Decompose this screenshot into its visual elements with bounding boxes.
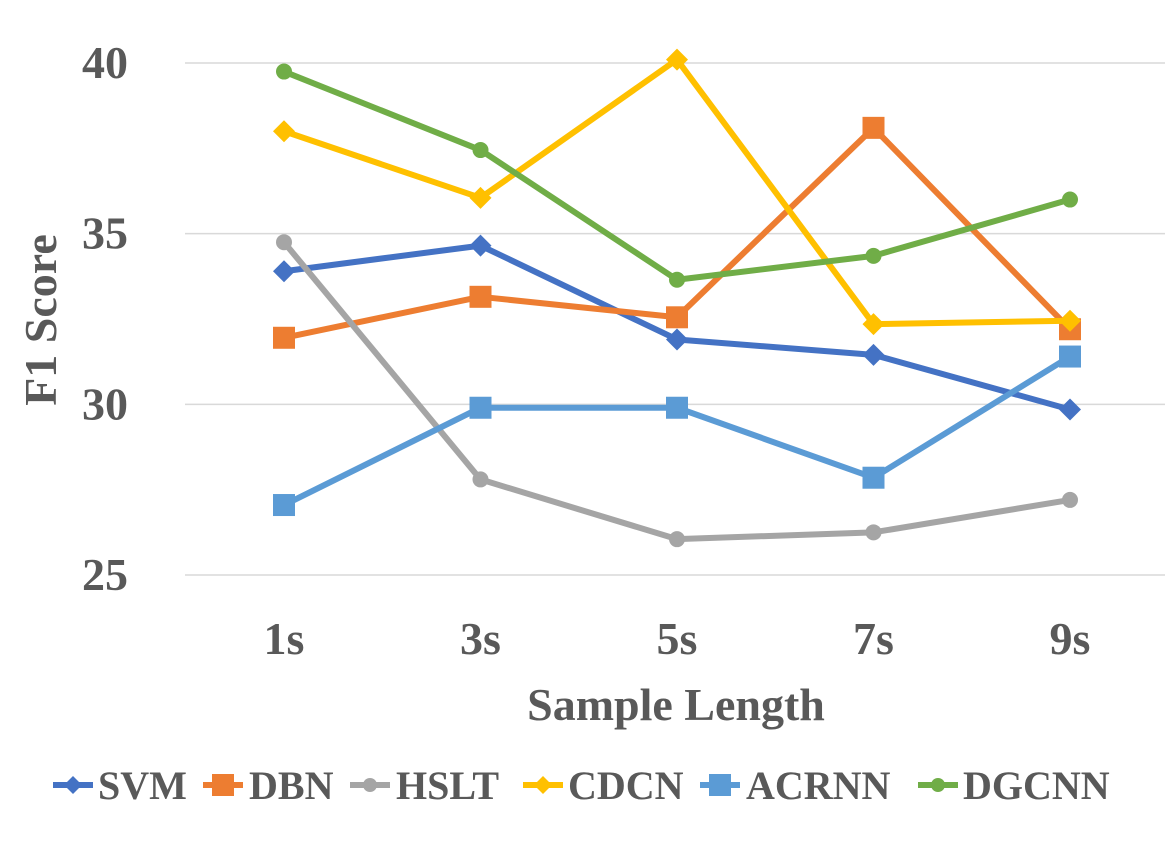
data-point-dgcnn <box>472 142 489 159</box>
data-point-acrnn <box>273 494 295 517</box>
data-point-acrnn <box>469 396 492 419</box>
legend-swatch-marker <box>64 776 82 794</box>
x-axis-title: Sample Length <box>527 679 825 730</box>
series-cdcn <box>273 48 1081 336</box>
legend-swatch-marker <box>363 778 377 792</box>
series-hslt <box>276 234 1078 548</box>
data-point-hslt <box>276 234 292 251</box>
data-point-dgcnn <box>669 271 685 288</box>
data-point-svm <box>1059 398 1081 421</box>
data-point-hslt <box>669 531 685 548</box>
data-point-dbn <box>862 116 885 139</box>
legend-entry-dbn: DBN <box>203 763 334 808</box>
data-point-dgcnn <box>276 63 292 80</box>
legend: SVM DBN HSLT CDCN ACRNN DGCNN <box>53 763 1110 808</box>
data-point-acrnn <box>862 466 885 489</box>
x-tick-label: 5s <box>657 613 698 664</box>
y-tick-label: 40 <box>82 37 128 88</box>
series-svm <box>273 234 1081 421</box>
data-point-cdcn <box>862 313 885 336</box>
x-tick-label: 3s <box>460 613 501 664</box>
data-point-svm <box>273 260 295 283</box>
series-dgcnn <box>276 63 1078 288</box>
legend-label: DGCNN <box>963 763 1110 808</box>
y-tick-label: 25 <box>82 549 128 600</box>
legend-entry-acrnn: ACRNN <box>700 763 891 808</box>
data-point-hslt <box>1062 491 1078 508</box>
data-point-cdcn <box>1059 309 1081 332</box>
legend-label: SVM <box>98 763 187 808</box>
data-point-acrnn <box>1059 345 1081 368</box>
x-tick-label: 7s <box>853 613 894 664</box>
legend-swatch-marker <box>212 774 234 796</box>
legend-entry-cdcn: CDCN <box>523 763 684 808</box>
x-tick-label: 9s <box>1050 613 1091 664</box>
y-tick-label: 35 <box>82 208 128 259</box>
legend-entry-dgcnn: DGCNN <box>918 763 1110 808</box>
legend-swatch-marker <box>931 778 945 792</box>
data-point-svm <box>862 343 885 366</box>
series-dbn <box>273 116 1081 349</box>
data-point-svm <box>469 234 492 257</box>
legend-label: CDCN <box>568 763 684 808</box>
data-point-acrnn <box>666 396 688 419</box>
legend-entry-hslt: HSLT <box>350 763 499 808</box>
y-axis-ticks: 25 30 35 40 <box>82 37 128 600</box>
y-tick-label: 30 <box>82 378 128 429</box>
data-point-dbn <box>469 285 492 308</box>
data-point-svm <box>666 328 688 351</box>
series-acrnn <box>273 345 1081 517</box>
x-axis-ticks: 1s 3s 5s 7s 9s <box>264 613 1091 664</box>
data-point-dgcnn <box>865 247 882 264</box>
x-tick-label: 1s <box>264 613 305 664</box>
data-point-cdcn <box>666 48 688 71</box>
legend-entry-svm: SVM <box>53 763 187 808</box>
legend-label: DBN <box>249 763 334 808</box>
legend-swatch-marker <box>709 774 731 796</box>
legend-swatch-marker <box>534 776 552 794</box>
series-group <box>273 48 1081 548</box>
series-line-dgcnn <box>282 68 1071 283</box>
legend-label: HSLT <box>396 763 499 808</box>
data-point-dbn <box>666 306 688 329</box>
data-point-cdcn <box>469 186 492 209</box>
data-point-dbn <box>273 326 295 349</box>
data-point-cdcn <box>273 120 295 143</box>
data-point-hslt <box>472 471 489 488</box>
data-point-hslt <box>865 524 882 541</box>
legend-label: ACRNN <box>746 763 891 808</box>
y-axis-title: F1 Score <box>15 234 66 406</box>
data-point-dgcnn <box>1062 191 1078 208</box>
